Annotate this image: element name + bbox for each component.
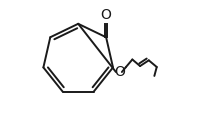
Text: O: O — [101, 8, 112, 22]
Text: O: O — [114, 65, 125, 79]
